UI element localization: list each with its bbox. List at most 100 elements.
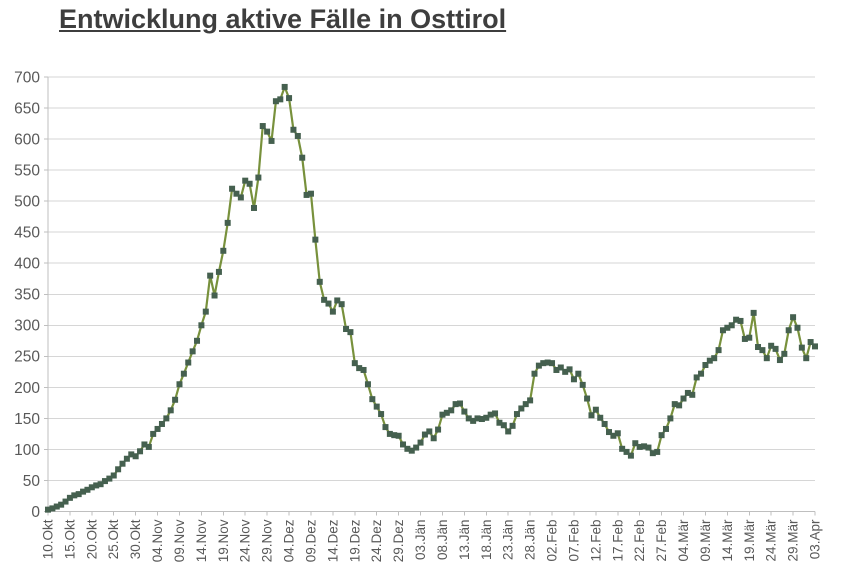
data-point-marker bbox=[299, 154, 306, 161]
data-point-marker bbox=[667, 415, 674, 422]
x-tick-label: 10.Okt bbox=[41, 519, 56, 559]
data-point-marker bbox=[233, 190, 240, 197]
data-point-marker bbox=[378, 411, 385, 418]
data-point-marker bbox=[259, 123, 266, 130]
y-tick-label: 200 bbox=[14, 380, 40, 397]
data-point-marker bbox=[97, 481, 104, 488]
data-point-marker bbox=[781, 350, 788, 357]
data-point-marker bbox=[211, 292, 218, 299]
x-tick-label: 04.Nov bbox=[150, 519, 165, 562]
data-point-marker bbox=[570, 376, 577, 383]
data-point-marker bbox=[106, 475, 113, 482]
data-point-marker bbox=[356, 365, 363, 372]
x-tick-label: 24.Mär bbox=[764, 519, 779, 562]
data-point-marker bbox=[272, 98, 279, 105]
data-point-marker bbox=[768, 342, 775, 349]
data-point-marker bbox=[229, 185, 236, 192]
data-point-marker bbox=[750, 309, 757, 316]
data-point-marker bbox=[531, 370, 538, 377]
data-point-marker bbox=[150, 430, 157, 437]
data-point-marker bbox=[676, 402, 683, 409]
data-point-marker bbox=[215, 268, 222, 275]
data-point-marker bbox=[483, 414, 490, 421]
data-point-marker bbox=[286, 95, 293, 102]
x-tick-label: 09.Dez bbox=[303, 519, 318, 562]
series-line bbox=[47, 85, 816, 511]
data-point-marker bbox=[373, 403, 380, 410]
x-tick-label: 30.Okt bbox=[128, 519, 143, 559]
data-point-marker bbox=[71, 492, 78, 499]
data-point-marker bbox=[255, 174, 262, 181]
data-point-marker bbox=[294, 132, 301, 139]
data-point-marker bbox=[202, 308, 209, 315]
data-point-marker bbox=[619, 445, 626, 452]
data-point-marker bbox=[509, 422, 516, 429]
data-point-marker bbox=[158, 420, 165, 427]
data-point-marker bbox=[535, 362, 542, 369]
data-point-marker bbox=[172, 396, 179, 403]
x-tick-label: 28.Jän bbox=[523, 520, 538, 561]
data-point-marker bbox=[386, 430, 393, 437]
data-point-marker bbox=[119, 460, 126, 467]
x-tick-label: 13.Jän bbox=[457, 520, 472, 561]
data-point-marker bbox=[45, 506, 51, 513]
data-point-marker bbox=[627, 452, 634, 459]
data-point-marker bbox=[698, 370, 705, 377]
data-point-marker bbox=[553, 366, 560, 373]
x-tick-label: 14.Nov bbox=[194, 519, 209, 562]
data-point-marker bbox=[185, 359, 192, 366]
data-point-marker bbox=[277, 96, 284, 103]
data-point-marker bbox=[715, 347, 722, 354]
data-point-marker bbox=[62, 498, 69, 505]
data-point-marker bbox=[728, 322, 735, 329]
x-tick-label: 14.Dez bbox=[325, 519, 340, 562]
data-point-marker bbox=[487, 411, 494, 418]
y-tick-label: 100 bbox=[14, 442, 40, 459]
data-point-marker bbox=[312, 236, 319, 243]
data-point-marker bbox=[132, 453, 139, 460]
data-point-marker bbox=[807, 339, 814, 346]
data-point-marker bbox=[798, 344, 805, 351]
data-point-marker bbox=[790, 314, 797, 321]
data-point-marker bbox=[474, 415, 481, 422]
data-point-marker bbox=[439, 411, 446, 418]
data-point-marker bbox=[435, 426, 442, 433]
data-point-marker bbox=[776, 357, 783, 364]
data-point-marker bbox=[540, 360, 547, 367]
data-point-marker bbox=[246, 180, 253, 187]
data-point-marker bbox=[518, 405, 525, 412]
data-point-marker bbox=[654, 448, 661, 455]
x-tick-label: 09.Mär bbox=[698, 519, 713, 562]
data-point-marker bbox=[426, 428, 433, 435]
data-point-marker bbox=[763, 355, 770, 362]
data-point-marker bbox=[316, 278, 323, 285]
data-point-marker bbox=[592, 406, 599, 413]
data-point-marker bbox=[662, 425, 669, 432]
data-point-marker bbox=[154, 425, 161, 432]
data-point-marker bbox=[400, 441, 407, 448]
data-point-marker bbox=[632, 440, 639, 447]
data-point-marker bbox=[693, 374, 700, 381]
data-point-marker bbox=[329, 308, 336, 315]
data-point-marker bbox=[264, 128, 271, 135]
data-point-marker bbox=[145, 443, 152, 450]
data-point-marker bbox=[137, 448, 144, 455]
data-point-marker bbox=[706, 357, 713, 364]
x-tick-label: 20.Okt bbox=[84, 519, 99, 559]
data-point-marker bbox=[785, 327, 792, 334]
data-point-marker bbox=[123, 455, 130, 462]
data-point-marker bbox=[224, 219, 231, 226]
data-point-marker bbox=[334, 297, 341, 304]
data-point-marker bbox=[290, 126, 297, 133]
y-tick-label: 250 bbox=[14, 349, 40, 366]
data-point-marker bbox=[141, 441, 148, 448]
y-tick-label: 350 bbox=[14, 287, 40, 304]
data-point-marker bbox=[321, 296, 328, 303]
data-point-marker bbox=[584, 395, 591, 402]
data-point-marker bbox=[671, 401, 678, 408]
data-point-marker bbox=[421, 431, 428, 438]
data-point-marker bbox=[360, 366, 367, 373]
x-tick-label: 29.Mär bbox=[786, 519, 801, 562]
data-point-marker bbox=[680, 395, 687, 402]
data-point-marker bbox=[588, 412, 595, 419]
